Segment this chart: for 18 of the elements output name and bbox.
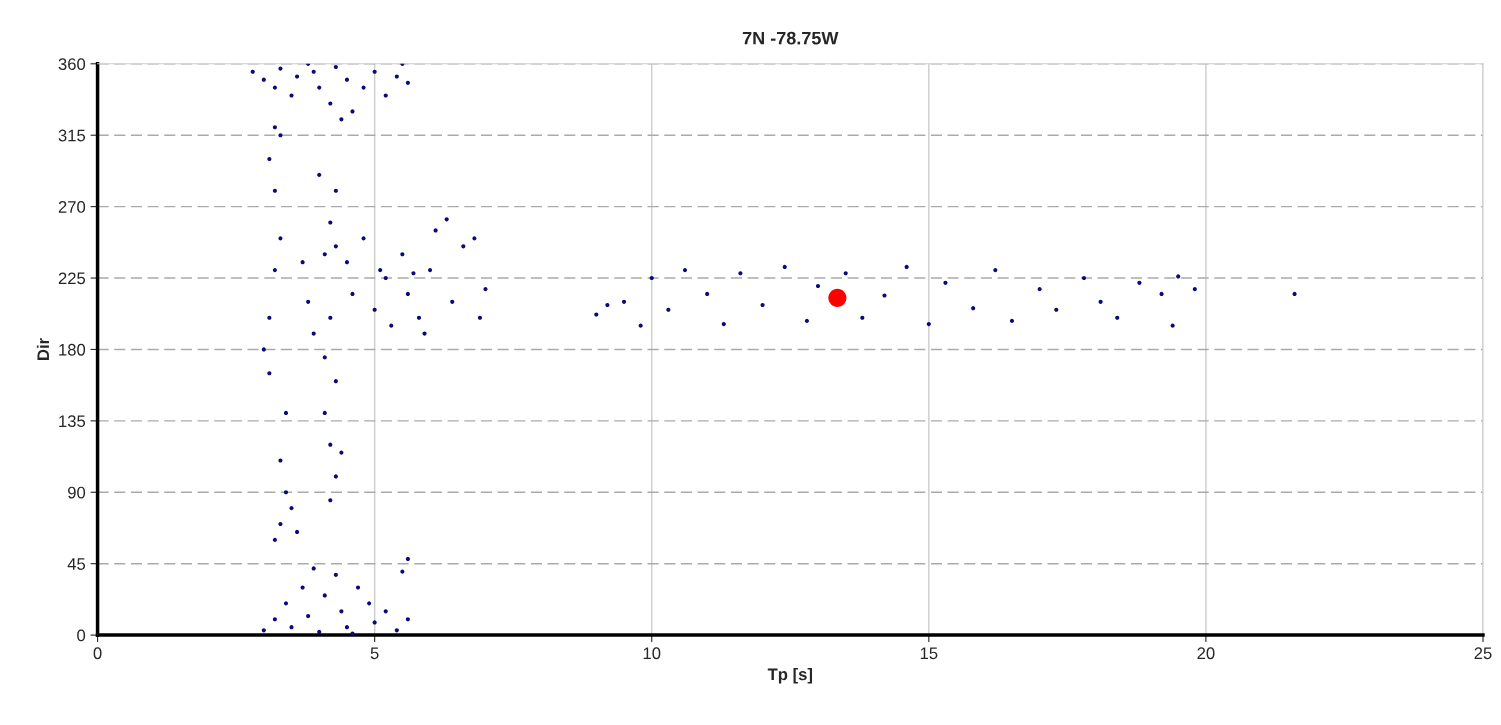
chart-title: 7N -78.75W — [742, 31, 839, 45]
x-tick-label: 10 — [643, 647, 661, 660]
x-tick-label: 0 — [93, 647, 102, 660]
y-tick-label: 90 — [68, 486, 86, 499]
x-tick-label: 25 — [1474, 647, 1492, 660]
y-tick-label: 0 — [77, 629, 86, 642]
x-tick-label: 20 — [1197, 647, 1215, 660]
y-tick-label: 270 — [58, 201, 86, 213]
x-tick-label: 5 — [370, 647, 379, 660]
x-tick-label: 15 — [920, 647, 938, 660]
y-tick-label: 45 — [67, 558, 86, 570]
y-tick-label: 360 — [58, 58, 86, 70]
y-tick-label: 315 — [58, 129, 86, 142]
y-tick-label: 180 — [59, 343, 86, 356]
y-tick-label: 135 — [59, 415, 86, 428]
x-axis-title: Tp [s] — [767, 668, 813, 684]
y-axis-title: Dir — [36, 338, 49, 360]
y-tick-label: 225 — [58, 272, 86, 285]
